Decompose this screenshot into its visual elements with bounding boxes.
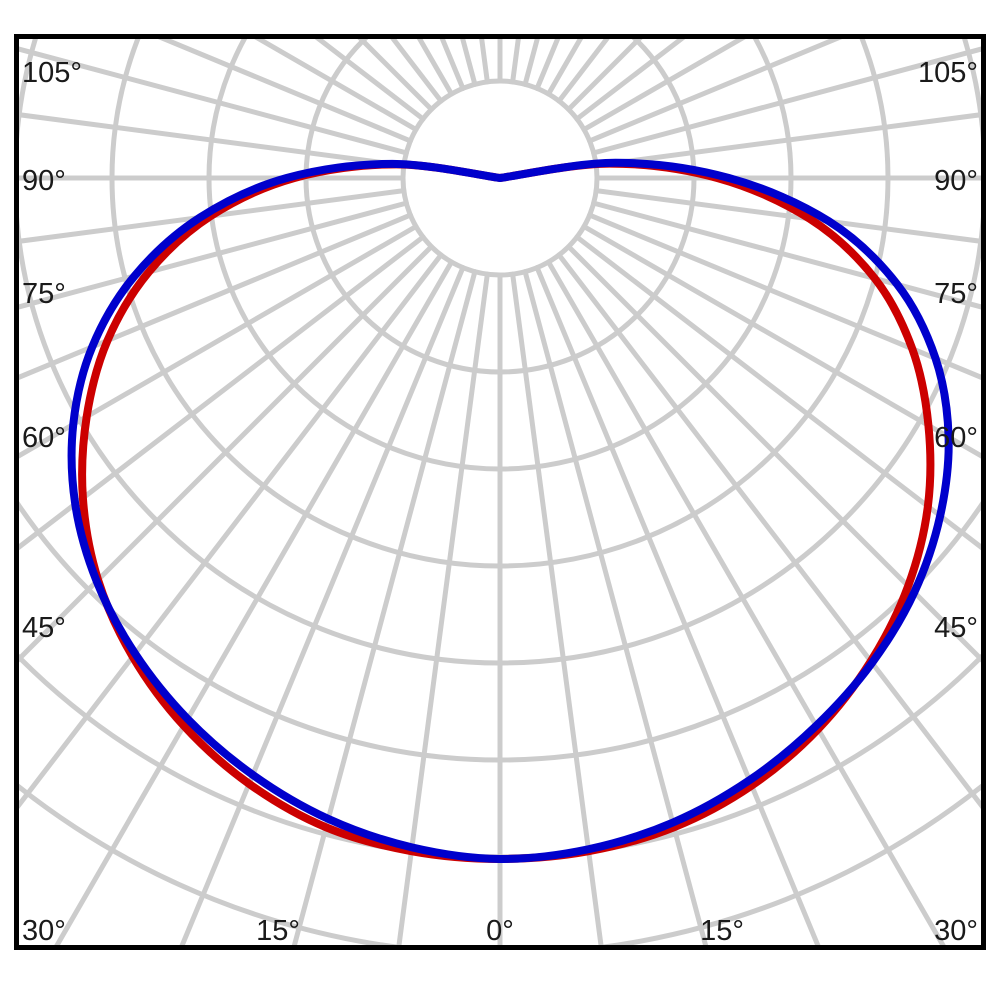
- angle-tick-label: 30°: [934, 915, 978, 947]
- angle-tick-label: 0°: [486, 915, 514, 947]
- curve-c90-c270: [67, 158, 953, 863]
- angle-tick-label: 90°: [934, 165, 978, 197]
- angle-tick-label: 105°: [918, 57, 978, 89]
- angle-tick-label: 75°: [22, 278, 66, 310]
- angle-tick-label: 45°: [934, 612, 978, 644]
- angle-tick-label: 15°: [700, 915, 744, 947]
- axis-labels-right: 105° 90° 75° 60° 45° 30°: [918, 57, 978, 947]
- angle-tick-label: 105°: [22, 57, 82, 89]
- distribution-curves: [67, 158, 953, 863]
- axis-labels-bottom: 15° 0° 15°: [256, 915, 744, 947]
- angle-tick-label: 15°: [256, 915, 300, 947]
- angle-tick-label: 60°: [22, 422, 66, 454]
- angle-tick-label: 45°: [22, 612, 66, 644]
- axis-labels-left: 105° 90° 75° 60° 45° 30°: [22, 57, 82, 947]
- angle-tick-label: 60°: [934, 422, 978, 454]
- angle-tick-label: 90°: [22, 165, 66, 197]
- angle-tick-label: 75°: [934, 278, 978, 310]
- curve-c0-c180: [78, 159, 935, 863]
- angle-tick-label: 30°: [22, 915, 66, 947]
